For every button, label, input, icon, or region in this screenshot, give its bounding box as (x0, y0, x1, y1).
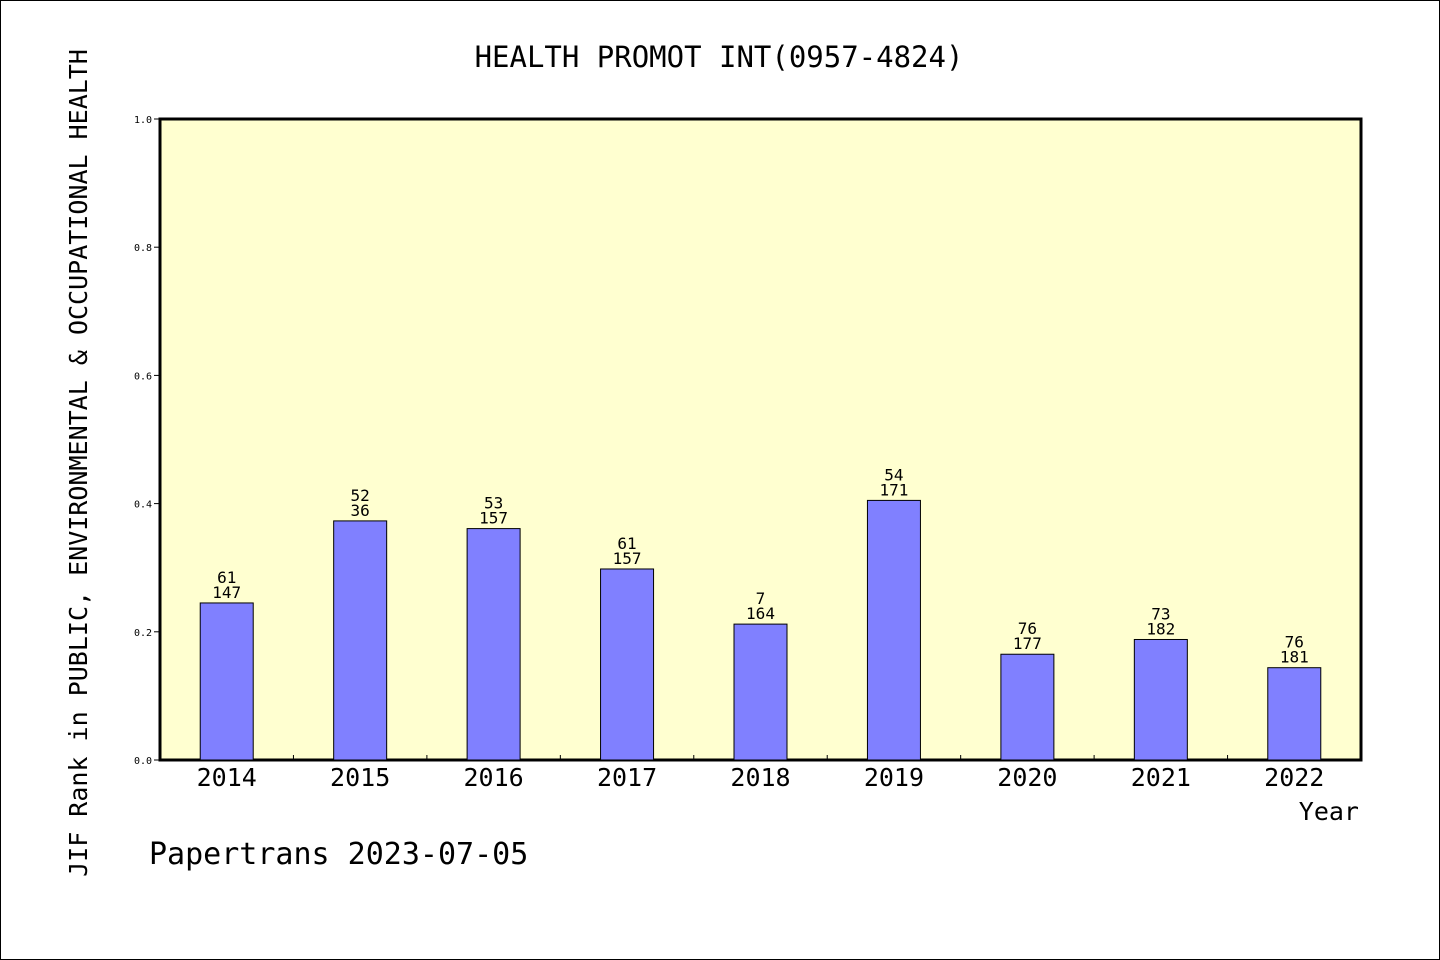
bar-2016 (466, 528, 521, 761)
rank-label: 76 (1285, 633, 1304, 652)
x-tick-label: 2018 (730, 763, 790, 792)
bar-2017 (600, 568, 655, 761)
y-tick-label: 0.8 (134, 243, 152, 254)
rank-label: 61 (617, 534, 636, 553)
chart-title: HEALTH PROMOT INT(0957-4824) (475, 40, 964, 74)
total-label: 147 (212, 583, 241, 602)
total-label: 182 (1146, 619, 1175, 638)
y-tick-label: 0.4 (134, 500, 152, 511)
footer-watermark: Papertrans 2023-07-05 (149, 837, 528, 872)
x-tick-label: 2020 (997, 763, 1057, 792)
rank-label: 76 (1018, 619, 1037, 638)
x-tick-label: 2019 (864, 763, 924, 792)
x-tick-label: 2022 (1264, 763, 1324, 792)
x-tick-label: 2021 (1131, 763, 1191, 792)
x-tick-label: 2014 (197, 763, 257, 792)
total-label: 157 (613, 549, 642, 568)
y-tick-label: 0.0 (134, 756, 152, 767)
y-axis-ticks: 0.0 0.2 0.4 0.6 0.8 1.0 (134, 115, 160, 767)
total-label: 171 (879, 480, 908, 499)
total-label: 177 (1013, 634, 1042, 653)
x-tick-label: 2016 (464, 763, 524, 792)
y-tick-label: 0.6 (134, 371, 152, 382)
bar-2014 (199, 602, 254, 761)
rank-label: 61 (217, 568, 236, 587)
total-label: 36 (351, 501, 370, 520)
bar-2020 (1000, 653, 1055, 761)
y-tick-label: 0.2 (134, 628, 152, 639)
rank-label: 52 (351, 486, 370, 505)
bar-2019 (866, 499, 921, 761)
total-label: 181 (1280, 648, 1309, 667)
rank-label: 7 (756, 589, 766, 608)
bar-2015 (333, 520, 388, 761)
bar-2022 (1267, 667, 1322, 761)
x-tick-label: 2017 (597, 763, 657, 792)
y-tick-label: 1.0 (134, 115, 152, 126)
x-axis-ticks: 2014 2015 2016 2017 2018 2019 2020 2021 2022 (197, 755, 1324, 792)
rank-label: 73 (1151, 604, 1170, 623)
bar-2018 (733, 623, 788, 761)
x-tick-label: 2015 (330, 763, 390, 792)
rank-label: 54 (884, 465, 903, 484)
rank-label: 53 (484, 494, 503, 513)
x-axis-label: Year (1299, 797, 1359, 826)
total-label: 164 (746, 604, 775, 623)
total-label: 157 (479, 509, 508, 528)
y-axis-label: JIF Rank in PUBLIC, ENVIRONMENTAL & OCCU… (64, 49, 93, 877)
bar-2021 (1133, 638, 1188, 761)
